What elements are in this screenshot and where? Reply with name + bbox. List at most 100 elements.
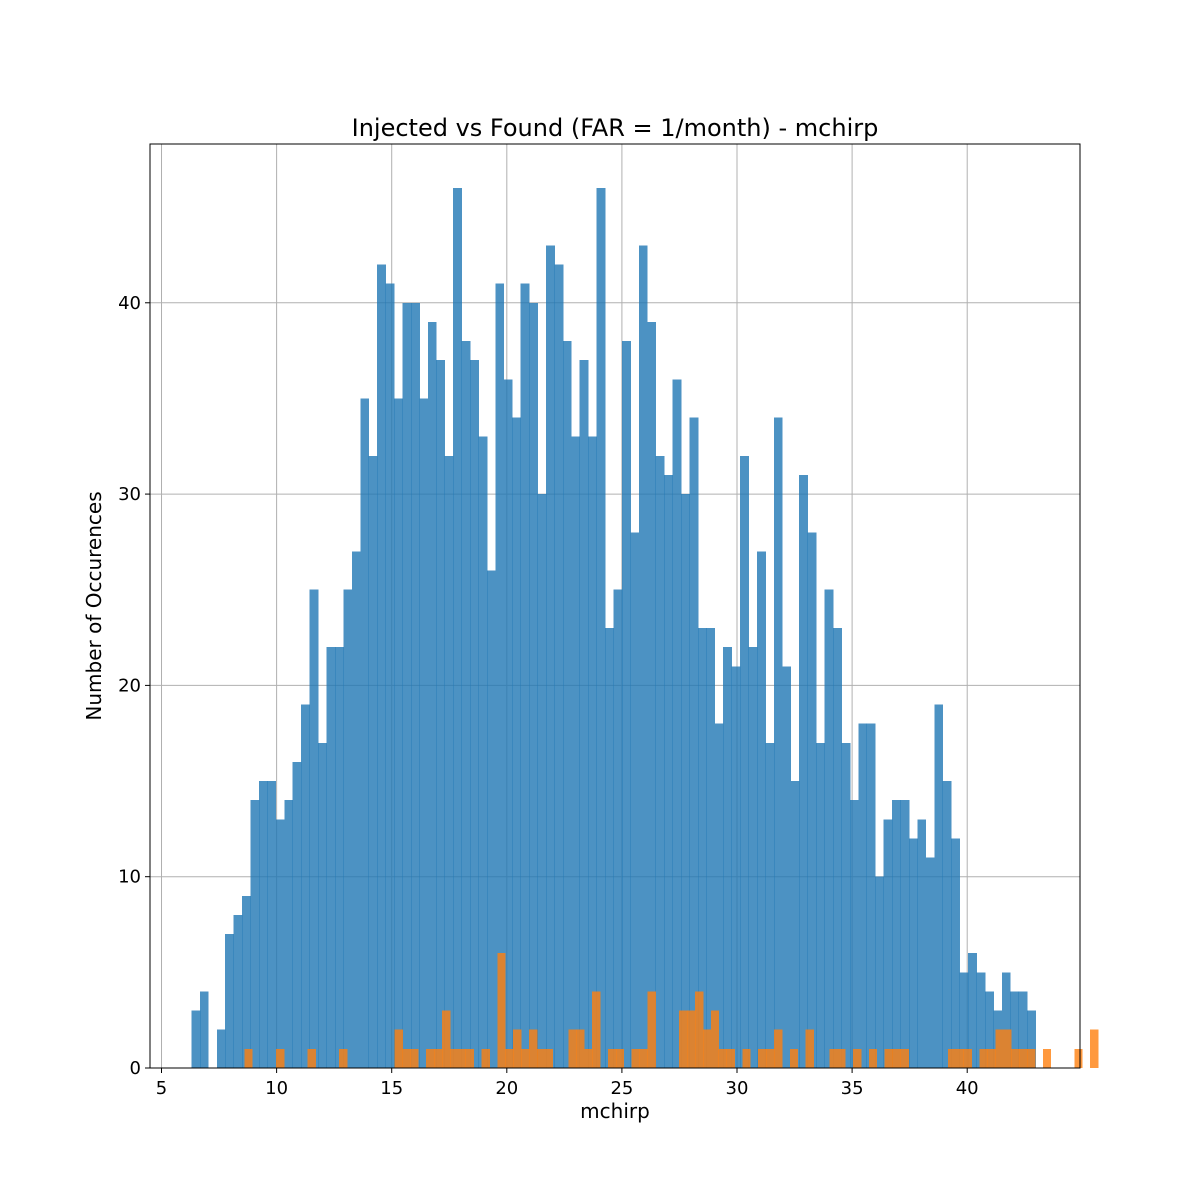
found-bar — [639, 1048, 648, 1068]
injected-bar — [250, 800, 260, 1068]
injected-bar — [748, 647, 758, 1068]
injected-bar — [216, 1029, 226, 1068]
x-tick-label: 15 — [380, 1078, 403, 1099]
plot-frame — [149, 143, 1081, 1069]
found-bar — [536, 1048, 546, 1068]
x-tick-label: 25 — [610, 1078, 633, 1099]
injected-bar — [385, 283, 395, 1068]
injected-bar — [275, 819, 285, 1068]
injected-bar — [807, 532, 817, 1068]
injected-bar — [1018, 991, 1028, 1068]
found-bar — [426, 1048, 435, 1068]
found-bar — [947, 1048, 957, 1068]
found-bar — [774, 1029, 783, 1068]
injected-bar — [351, 551, 361, 1068]
found-bar — [805, 1029, 814, 1068]
injected-bar — [334, 647, 344, 1068]
found-bar — [244, 1048, 253, 1068]
injected-bar — [1027, 1010, 1036, 1068]
x-tick-label: 30 — [726, 1078, 749, 1099]
injected-bar — [723, 647, 733, 1068]
injected-bar — [934, 704, 944, 1068]
found-bar — [584, 1048, 593, 1068]
injected-bar — [402, 302, 412, 1069]
injected-bar — [613, 589, 623, 1068]
injected-bar — [799, 474, 809, 1068]
found-bar — [853, 1048, 862, 1068]
injected-bar — [419, 398, 429, 1068]
found-bar — [576, 1029, 585, 1068]
found-bar — [718, 1048, 727, 1068]
found-bar — [1011, 1048, 1020, 1068]
x-tick-label: 20 — [495, 1078, 518, 1099]
injected-bar — [858, 723, 868, 1068]
found-bar — [449, 1048, 459, 1068]
injected-bar — [908, 838, 918, 1068]
found-bar — [513, 1029, 522, 1068]
found-bar — [544, 1048, 554, 1068]
injected-bar — [740, 455, 749, 1069]
injected-bar — [461, 341, 471, 1069]
injected-bar — [714, 723, 724, 1068]
injected-bar — [199, 991, 209, 1068]
injected-bar — [233, 914, 243, 1068]
injected-bar — [655, 455, 665, 1069]
found-bar — [742, 1048, 751, 1068]
found-bar — [1042, 1048, 1052, 1068]
found-bar — [979, 1048, 988, 1068]
injected-bar — [470, 360, 479, 1068]
injected-bar — [537, 494, 547, 1069]
injected-bar — [689, 417, 699, 1069]
injected-bar — [638, 245, 648, 1069]
injected-bar — [267, 781, 277, 1068]
injected-bar — [225, 934, 235, 1068]
injected-bar — [841, 742, 851, 1068]
injected-bar — [832, 628, 842, 1068]
injected-bar — [883, 819, 893, 1068]
injected-bar — [242, 895, 251, 1068]
injected-bar — [892, 800, 901, 1068]
y-tick-label: 10 — [118, 867, 141, 888]
found-bar — [868, 1048, 878, 1068]
y-axis-label: Number of Occurences — [82, 491, 106, 720]
injected-bar — [326, 647, 336, 1068]
found-bar — [1090, 1029, 1099, 1068]
injected-bar — [343, 589, 353, 1068]
injected-bars — [191, 188, 1036, 1069]
found-bar — [829, 1048, 838, 1068]
injected-bar — [976, 972, 986, 1068]
injected-bar — [866, 723, 876, 1068]
injected-bar — [512, 417, 522, 1069]
found-bar — [955, 1048, 965, 1068]
injected-bar — [258, 781, 268, 1068]
found-bar — [457, 1048, 467, 1068]
found-bar — [758, 1048, 767, 1068]
injected-bar — [942, 781, 952, 1068]
found-bar — [995, 1029, 1004, 1068]
injected-bar — [816, 742, 825, 1068]
y-tick-label: 0 — [130, 1058, 141, 1079]
injected-bar — [368, 455, 378, 1069]
injected-bar — [495, 283, 505, 1068]
found-bar — [481, 1048, 490, 1068]
injected-bar — [191, 1010, 201, 1068]
x-axis-label: mchirp — [580, 1099, 650, 1123]
injected-bar — [486, 570, 496, 1068]
injected-bar — [790, 781, 800, 1068]
injected-bar — [1010, 991, 1020, 1068]
found-bar — [528, 1029, 538, 1068]
injected-bar — [571, 436, 581, 1068]
injected-bar — [545, 245, 555, 1069]
found-bar — [276, 1048, 285, 1068]
injected-bar — [664, 474, 673, 1068]
injected-bar — [503, 379, 513, 1069]
found-bar — [339, 1048, 348, 1068]
found-bar — [1074, 1048, 1083, 1068]
injected-bar — [757, 551, 766, 1068]
found-bar — [608, 1048, 617, 1068]
injected-bar — [605, 628, 614, 1068]
injected-bar — [318, 742, 327, 1068]
injected-bar — [427, 321, 437, 1068]
y-tick-label: 30 — [118, 484, 141, 505]
